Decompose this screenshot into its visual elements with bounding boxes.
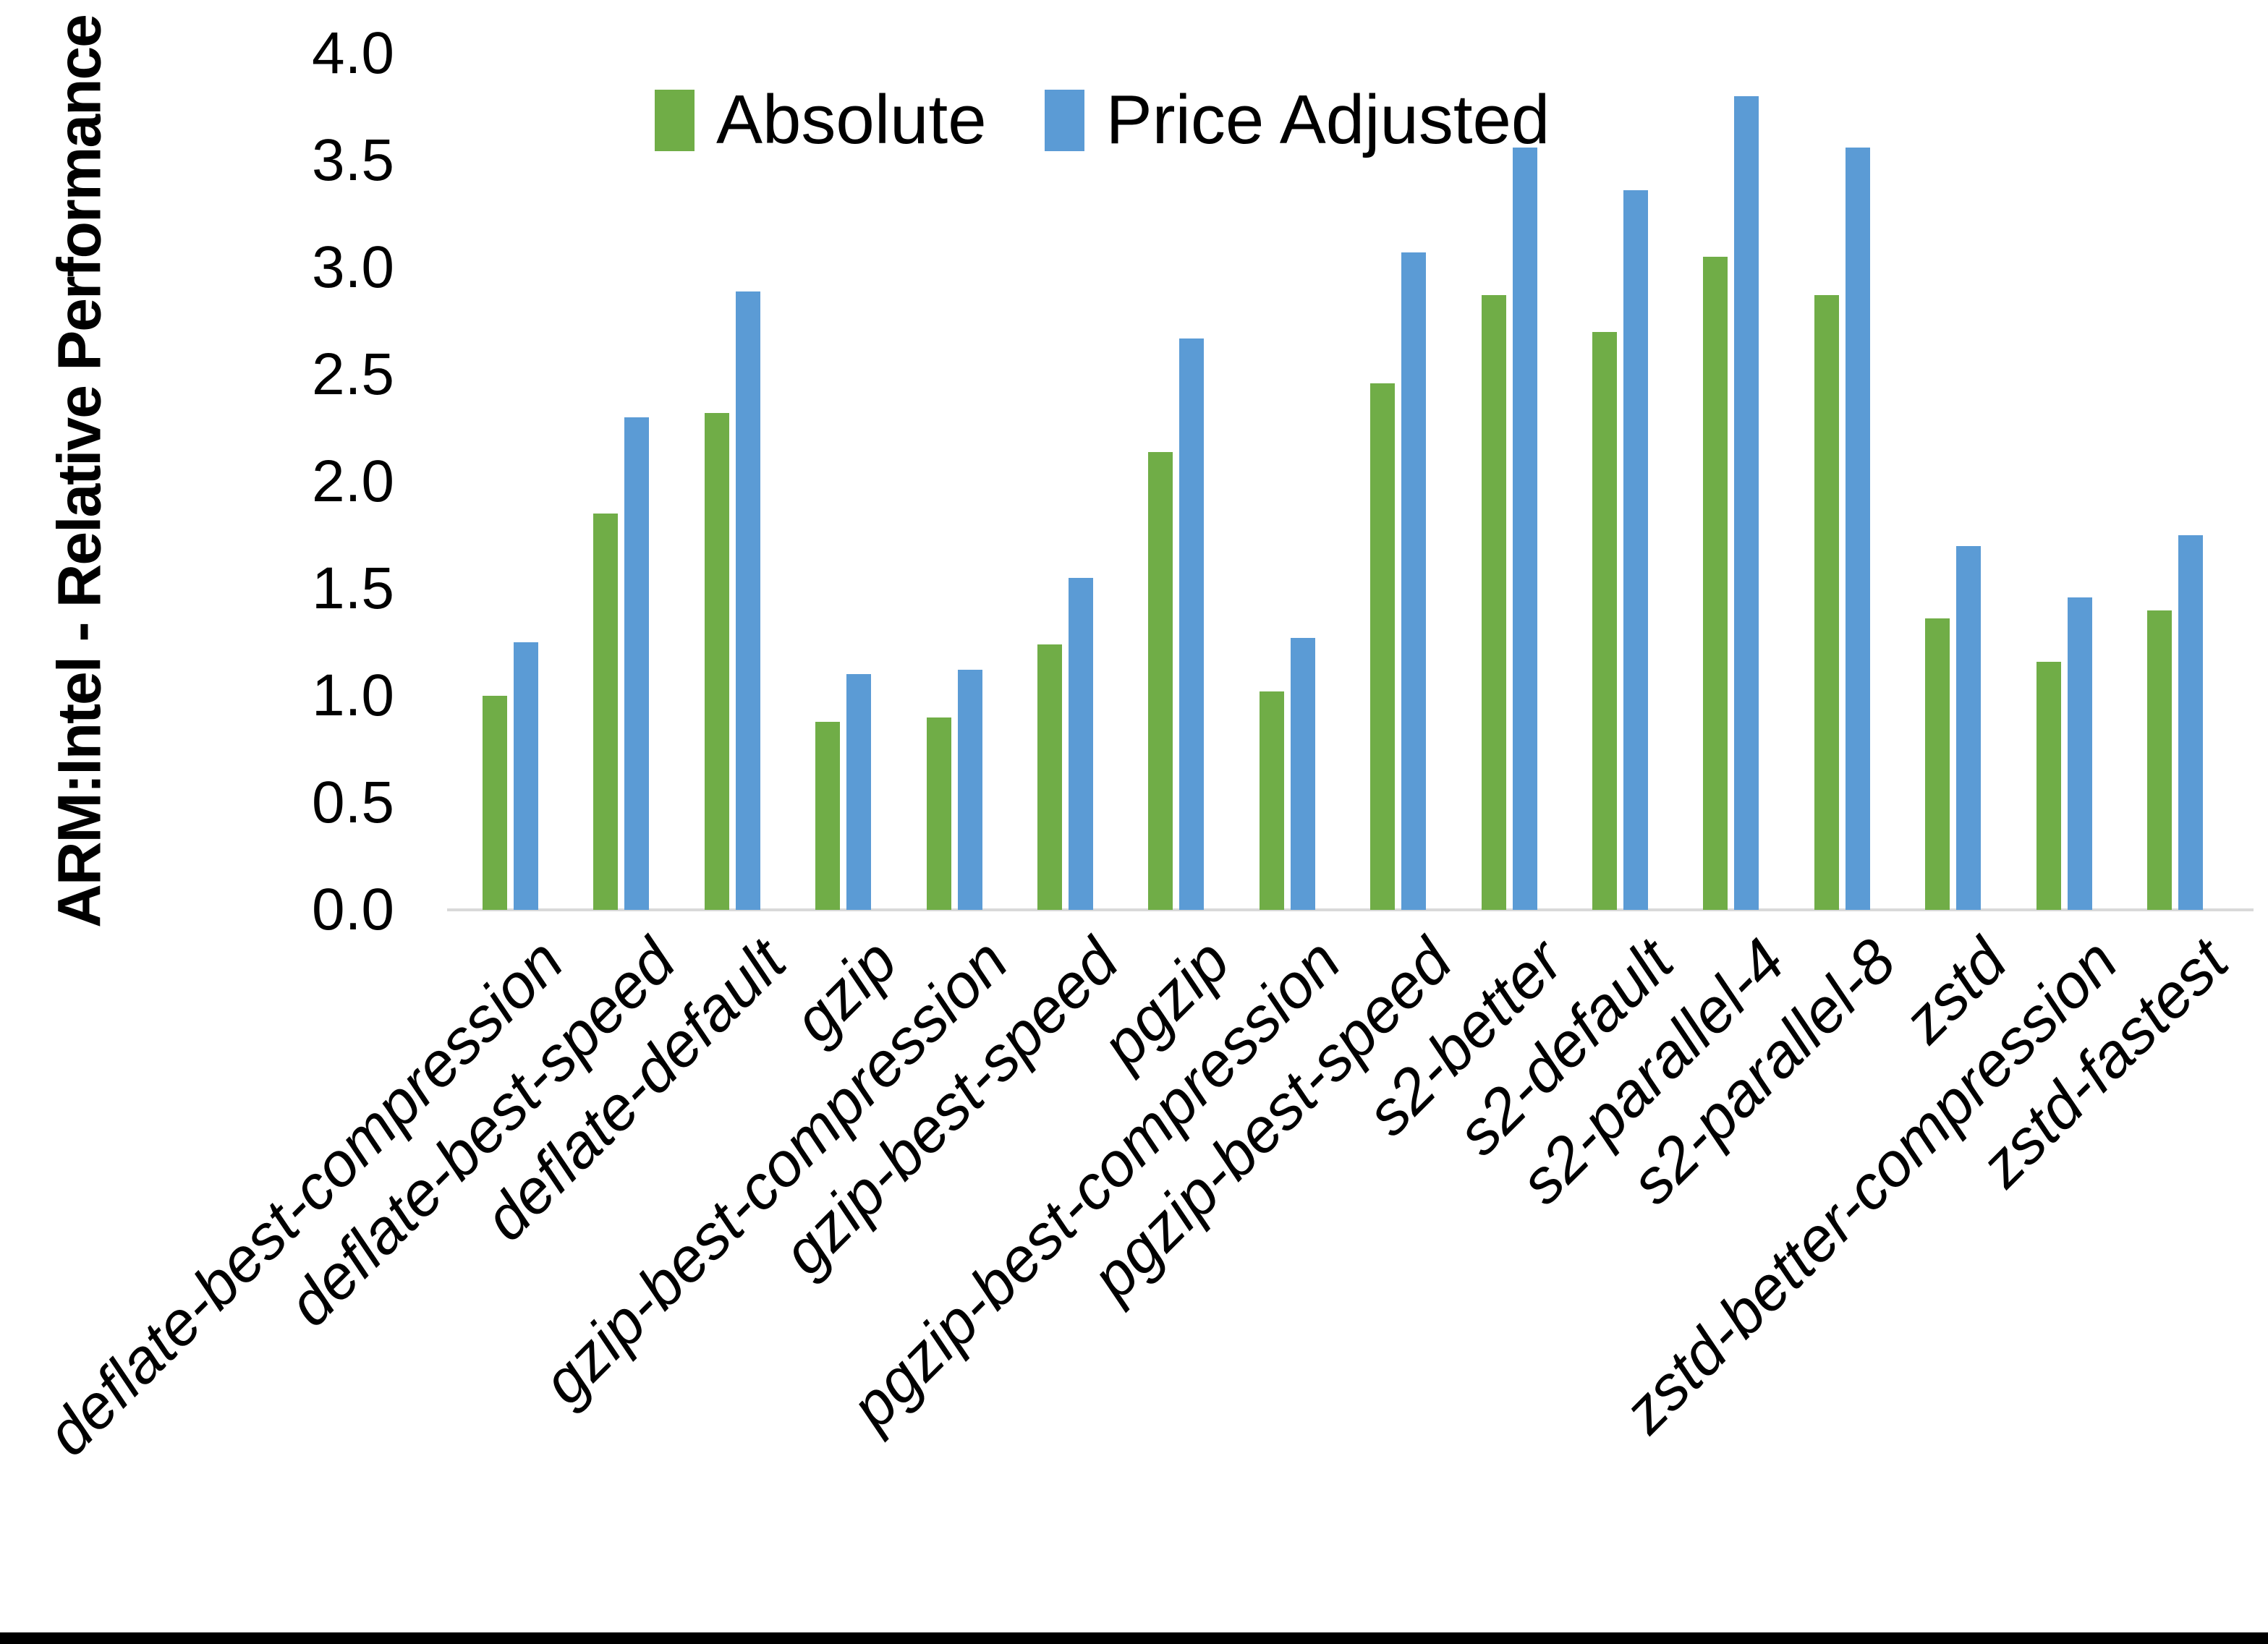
y-tick-label: 0.0 xyxy=(312,877,394,942)
legend-label: Absolute xyxy=(716,81,987,158)
bar-price-adjusted-deflate-best-speed xyxy=(624,417,649,910)
bar-absolute-pgzip-best-compression xyxy=(1260,691,1284,910)
bar-absolute-zstd-better-compression xyxy=(2036,662,2061,910)
bar-absolute-s2-default xyxy=(1592,332,1617,910)
bar-price-adjusted-pgzip xyxy=(1179,338,1204,910)
x-axis-line xyxy=(447,908,2254,911)
bar-price-adjusted-s2-better xyxy=(1513,148,1537,910)
y-axis-title: ARM:Intel - Relative Performance xyxy=(45,15,114,928)
bar-price-adjusted-s2-default xyxy=(1623,190,1648,910)
bar-price-adjusted-deflate-best-compression xyxy=(514,642,538,910)
bar-absolute-s2-parallel-8 xyxy=(1814,295,1839,910)
bar-absolute-s2-parallel-4 xyxy=(1703,257,1728,910)
bar-absolute-pgzip xyxy=(1148,452,1173,910)
bottom-border-bar xyxy=(0,1632,2268,1644)
bar-price-adjusted-zstd xyxy=(1956,546,1981,910)
legend-item-price-adjusted: Price Adjusted xyxy=(1044,81,1550,158)
y-tick-label: 1.0 xyxy=(312,663,394,728)
legend-item-absolute: Absolute xyxy=(655,85,987,155)
bar-price-adjusted-pgzip-best-speed xyxy=(1401,252,1426,910)
y-tick-label: 2.5 xyxy=(312,341,394,407)
legend: Absolute Price Adjusted xyxy=(655,85,1607,155)
bar-absolute-pgzip-best-speed xyxy=(1370,383,1395,910)
legend-swatch-icon xyxy=(1044,89,1084,151)
bar-absolute-s2-better xyxy=(1482,295,1506,910)
bar-absolute-deflate-best-speed xyxy=(593,514,618,910)
bar-absolute-deflate-default xyxy=(705,413,729,910)
y-tick-label: 4.0 xyxy=(312,20,394,86)
y-tick-label: 1.5 xyxy=(312,555,394,621)
legend-label: Price Adjusted xyxy=(1105,81,1550,158)
y-tick-label: 0.5 xyxy=(312,770,394,835)
bar-price-adjusted-zstd-better-compression xyxy=(2068,597,2092,910)
bar-price-adjusted-zstd-fastest xyxy=(2178,535,2203,910)
bar-absolute-gzip-best-compression xyxy=(927,717,951,910)
plot-area xyxy=(449,54,2254,910)
bar-price-adjusted-s2-parallel-4 xyxy=(1734,96,1759,910)
bar-absolute-gzip-best-speed xyxy=(1037,644,1062,910)
y-tick-label: 2.0 xyxy=(312,448,394,514)
y-tick-label: 3.0 xyxy=(312,234,394,300)
bar-absolute-gzip xyxy=(815,722,840,910)
bar-price-adjusted-pgzip-best-compression xyxy=(1291,638,1315,910)
legend-swatch-icon xyxy=(655,89,695,151)
bar-price-adjusted-gzip-best-speed xyxy=(1069,578,1093,910)
bar-absolute-zstd xyxy=(1925,618,1950,910)
bar-price-adjusted-deflate-default xyxy=(736,291,760,910)
y-tick-label: 3.5 xyxy=(312,127,394,193)
bar-absolute-deflate-best-compression xyxy=(483,696,507,910)
bar-price-adjusted-s2-parallel-8 xyxy=(1846,148,1870,910)
bar-price-adjusted-gzip xyxy=(846,674,871,910)
bar-absolute-zstd-fastest xyxy=(2147,610,2172,910)
bar-price-adjusted-gzip-best-compression xyxy=(958,670,982,910)
